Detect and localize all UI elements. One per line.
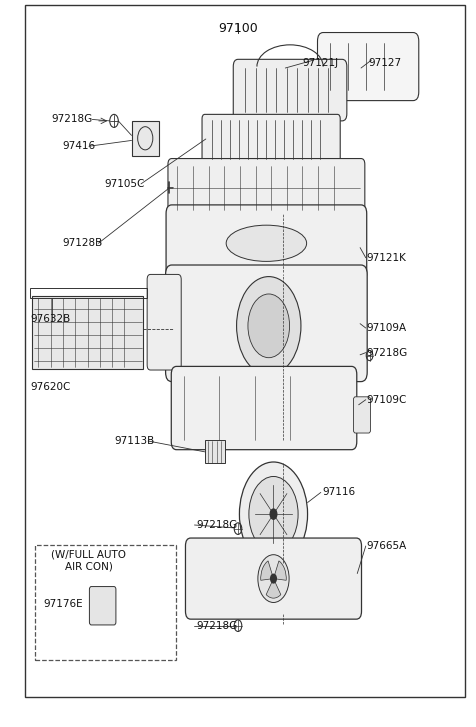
FancyBboxPatch shape bbox=[186, 538, 361, 619]
Text: 97620C: 97620C bbox=[31, 382, 71, 392]
Text: (W/FULL AUTO: (W/FULL AUTO bbox=[51, 550, 127, 560]
Text: 97127: 97127 bbox=[368, 58, 401, 68]
Text: 97100: 97100 bbox=[218, 22, 258, 35]
Bar bbox=[35, 545, 177, 660]
Text: 97218G: 97218G bbox=[197, 520, 238, 530]
Text: 97113B: 97113B bbox=[114, 436, 154, 446]
Circle shape bbox=[237, 276, 301, 375]
Wedge shape bbox=[266, 579, 281, 598]
Text: 97121J: 97121J bbox=[302, 58, 338, 68]
Wedge shape bbox=[261, 561, 274, 580]
Text: 97416: 97416 bbox=[62, 141, 95, 151]
FancyBboxPatch shape bbox=[147, 274, 181, 370]
Text: 97218G: 97218G bbox=[197, 621, 238, 630]
FancyBboxPatch shape bbox=[354, 397, 370, 433]
Text: 97218G: 97218G bbox=[51, 114, 92, 124]
Text: 97105C: 97105C bbox=[105, 179, 145, 189]
FancyBboxPatch shape bbox=[89, 587, 116, 625]
FancyBboxPatch shape bbox=[202, 114, 340, 165]
Text: 97218G: 97218G bbox=[367, 348, 408, 358]
FancyBboxPatch shape bbox=[166, 265, 367, 382]
Circle shape bbox=[270, 509, 277, 519]
Bar bbox=[30, 288, 147, 297]
Text: 97665A: 97665A bbox=[367, 541, 407, 551]
FancyBboxPatch shape bbox=[317, 33, 419, 100]
Circle shape bbox=[271, 574, 277, 583]
Text: 97109C: 97109C bbox=[367, 395, 407, 405]
Text: 97121K: 97121K bbox=[367, 253, 407, 262]
FancyBboxPatch shape bbox=[166, 205, 367, 281]
Text: AIR CON): AIR CON) bbox=[65, 561, 113, 571]
Ellipse shape bbox=[226, 225, 307, 262]
FancyBboxPatch shape bbox=[171, 366, 357, 450]
Circle shape bbox=[258, 555, 289, 603]
Circle shape bbox=[249, 476, 298, 552]
Circle shape bbox=[248, 294, 289, 358]
Text: 97128B: 97128B bbox=[62, 238, 102, 249]
FancyBboxPatch shape bbox=[233, 60, 347, 121]
Text: 97109A: 97109A bbox=[367, 323, 407, 333]
Text: 97176E: 97176E bbox=[43, 599, 83, 609]
Text: 97116: 97116 bbox=[322, 487, 356, 497]
Text: 97632B: 97632B bbox=[31, 313, 71, 324]
Bar bbox=[205, 441, 225, 463]
Wedge shape bbox=[274, 561, 286, 580]
FancyBboxPatch shape bbox=[168, 158, 365, 217]
Bar bbox=[131, 121, 159, 156]
Bar bbox=[32, 296, 143, 369]
Circle shape bbox=[239, 462, 307, 566]
